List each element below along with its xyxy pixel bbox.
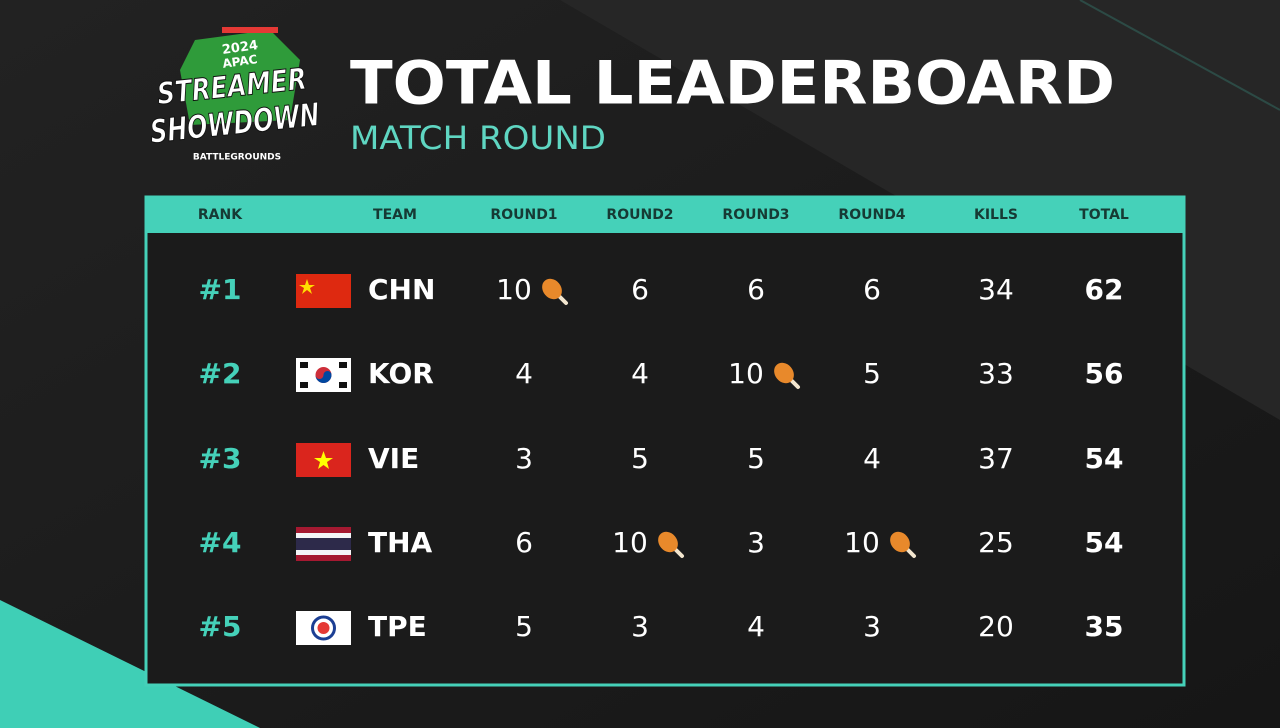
team-flag bbox=[296, 527, 351, 561]
kills: 37 bbox=[978, 442, 1014, 475]
round-points: 3 bbox=[863, 610, 881, 643]
table-header-band bbox=[146, 197, 1184, 233]
event-logo: 2024 APAC STREAMER SHOWDOWN BATTLEGROUND… bbox=[148, 27, 322, 163]
team-code: THA bbox=[368, 526, 433, 559]
logo-bar bbox=[222, 27, 278, 33]
column-header: RANK bbox=[198, 207, 243, 223]
bg-line bbox=[1079, 0, 1280, 111]
total-points: 62 bbox=[1085, 273, 1124, 306]
round-points: 10 bbox=[728, 357, 764, 390]
chicken-dinner-icon bbox=[542, 278, 568, 305]
round-points: 10 bbox=[844, 526, 880, 559]
rank: #5 bbox=[199, 610, 242, 643]
total-points: 35 bbox=[1085, 610, 1124, 643]
table: RANK TEAM ROUND1 ROUND2 ROUND3 ROUND4 KILLS TOT… bbox=[198, 207, 1129, 645]
drumstick-meat bbox=[658, 531, 678, 553]
kills: 20 bbox=[978, 610, 1014, 643]
round-points: 10 bbox=[612, 526, 648, 559]
flag-stripe bbox=[296, 550, 351, 555]
flag-emblem bbox=[311, 615, 336, 641]
column-header: TEAM bbox=[373, 207, 417, 223]
flag-trigram bbox=[339, 382, 347, 388]
title: TOTAL LEADERBOARD bbox=[350, 49, 1115, 119]
flag-stripe bbox=[296, 533, 351, 538]
flag-star bbox=[314, 451, 333, 469]
chicken-dinner-icon bbox=[658, 531, 684, 558]
column-header: ROUND2 bbox=[606, 207, 673, 223]
logo-game: BATTLEGROUNDS bbox=[193, 153, 281, 163]
flag-trigram bbox=[300, 382, 308, 388]
round-points: 6 bbox=[863, 273, 881, 306]
kills: 34 bbox=[978, 273, 1014, 306]
total-points: 56 bbox=[1085, 357, 1124, 390]
team-flag bbox=[296, 611, 351, 645]
flag-trigram bbox=[339, 362, 347, 368]
round-points: 6 bbox=[515, 526, 533, 559]
chicken-dinner-icon bbox=[890, 531, 916, 558]
flag-emblem bbox=[315, 371, 332, 383]
round-points: 6 bbox=[747, 273, 765, 306]
logo-year: 2024 bbox=[221, 38, 259, 58]
flag-emblem bbox=[317, 622, 330, 634]
round-points: 5 bbox=[631, 442, 649, 475]
team-code: VIE bbox=[368, 442, 419, 475]
column-header: KILLS bbox=[974, 207, 1018, 223]
flag-stripe bbox=[296, 527, 351, 533]
round-points: 4 bbox=[747, 610, 765, 643]
drumstick-meat bbox=[542, 278, 562, 300]
team-code: CHN bbox=[368, 273, 435, 306]
total-points: 54 bbox=[1085, 526, 1124, 559]
round-points: 4 bbox=[515, 357, 533, 390]
round-points: 6 bbox=[631, 273, 649, 306]
round-points: 10 bbox=[496, 273, 532, 306]
column-header: ROUND3 bbox=[722, 207, 789, 223]
team-flag bbox=[296, 274, 351, 308]
logo-region: APAC bbox=[222, 52, 259, 71]
round-points: 3 bbox=[515, 442, 533, 475]
column-header: ROUND4 bbox=[838, 207, 905, 223]
flag-star bbox=[299, 279, 315, 294]
round-points: 3 bbox=[631, 610, 649, 643]
rank: #1 bbox=[199, 273, 242, 306]
rank: #3 bbox=[199, 442, 242, 475]
team-code: KOR bbox=[368, 357, 434, 390]
column-header: ROUND1 bbox=[490, 207, 557, 223]
round-points: 3 bbox=[747, 526, 765, 559]
corner-accent bbox=[0, 600, 260, 728]
flag-stripe bbox=[296, 555, 351, 561]
total-points: 54 bbox=[1085, 442, 1124, 475]
logo-badge bbox=[180, 30, 300, 125]
rank: #2 bbox=[199, 357, 242, 390]
rank: #4 bbox=[199, 526, 242, 559]
subtitle: MATCH ROUND bbox=[350, 119, 606, 157]
team-flag bbox=[296, 443, 351, 477]
round-points: 4 bbox=[631, 357, 649, 390]
team-code: TPE bbox=[368, 610, 427, 643]
flag-stripe bbox=[296, 538, 351, 550]
flag-trigram bbox=[300, 362, 308, 368]
round-points: 5 bbox=[515, 610, 533, 643]
chicken-dinner-icon bbox=[774, 362, 800, 389]
kills: 25 bbox=[978, 526, 1014, 559]
team-flag bbox=[296, 358, 351, 392]
column-header: TOTAL bbox=[1079, 207, 1129, 223]
drumstick-meat bbox=[890, 531, 910, 553]
round-points: 4 bbox=[863, 442, 881, 475]
kills: 33 bbox=[978, 357, 1014, 390]
round-points: 5 bbox=[863, 357, 881, 390]
round-points: 5 bbox=[747, 442, 765, 475]
drumstick-meat bbox=[774, 362, 794, 384]
